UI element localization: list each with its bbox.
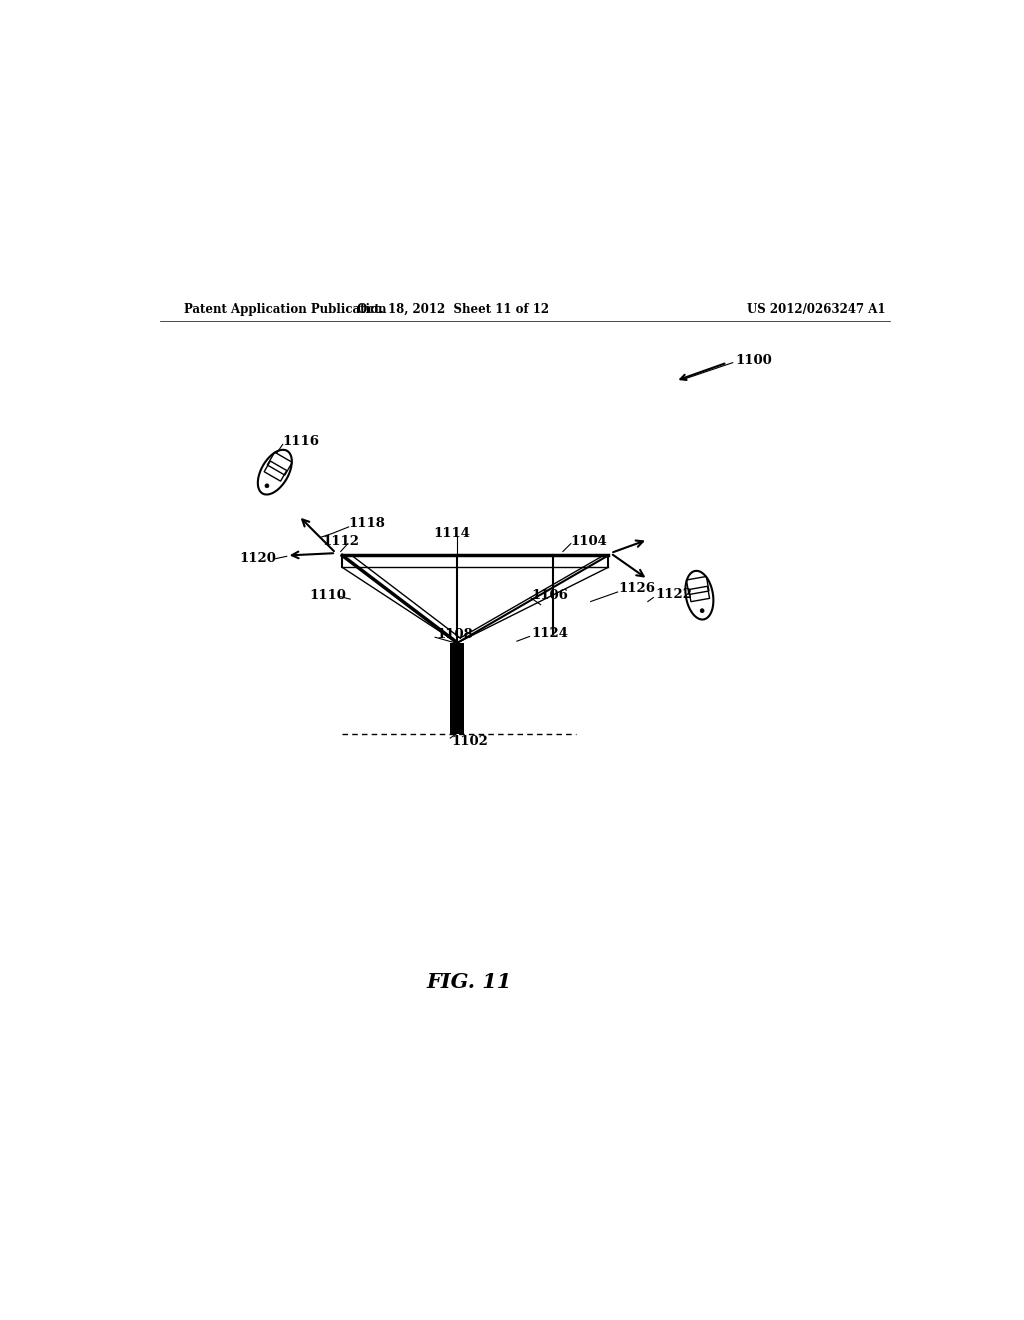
- Text: 1124: 1124: [531, 627, 568, 640]
- Text: 1114: 1114: [433, 527, 471, 540]
- Text: 1110: 1110: [309, 589, 346, 602]
- Text: 1104: 1104: [570, 535, 607, 548]
- Text: FIG. 11: FIG. 11: [427, 972, 512, 991]
- Text: Patent Application Publication: Patent Application Publication: [183, 304, 386, 315]
- Polygon shape: [451, 643, 465, 734]
- Text: Oct. 18, 2012  Sheet 11 of 12: Oct. 18, 2012 Sheet 11 of 12: [357, 304, 550, 315]
- Circle shape: [265, 484, 269, 488]
- Text: 1106: 1106: [531, 589, 568, 602]
- Text: 1118: 1118: [348, 517, 385, 531]
- Text: 1100: 1100: [735, 354, 772, 367]
- Text: 1116: 1116: [283, 434, 319, 447]
- Text: 1112: 1112: [323, 535, 359, 548]
- Text: 1120: 1120: [240, 552, 276, 565]
- Text: 1122: 1122: [655, 587, 693, 601]
- Text: 1108: 1108: [436, 628, 473, 642]
- Text: US 2012/0263247 A1: US 2012/0263247 A1: [748, 304, 886, 315]
- Circle shape: [700, 609, 705, 612]
- Text: 1126: 1126: [618, 582, 655, 595]
- Text: 1102: 1102: [452, 735, 488, 747]
